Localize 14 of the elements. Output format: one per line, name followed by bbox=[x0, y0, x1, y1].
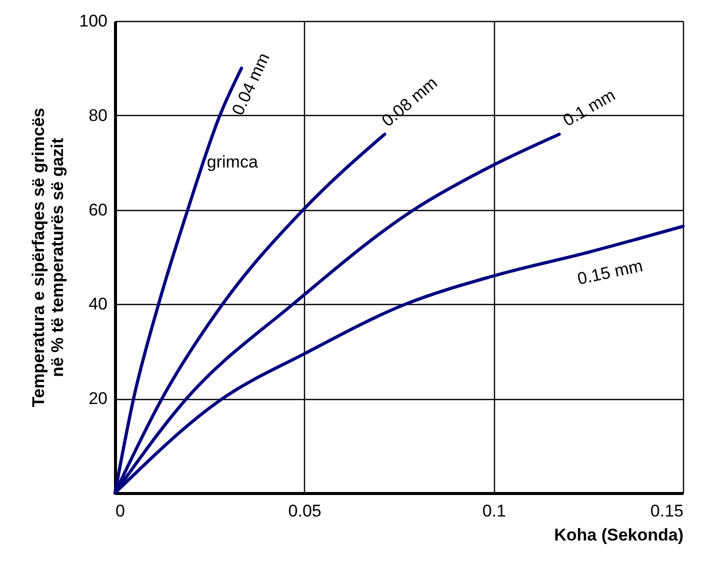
x-tick-label: 0.15 bbox=[650, 502, 684, 520]
x-tick-label: 0 bbox=[116, 502, 125, 520]
annotation: grimca bbox=[206, 152, 258, 172]
y-tick-label: 60 bbox=[88, 200, 108, 220]
x-tick-label: 0.1 bbox=[482, 502, 506, 520]
y-tick-label: 20 bbox=[88, 389, 108, 408]
y-tick-label: 100 bbox=[79, 12, 108, 30]
text: 0.15 mm bbox=[576, 256, 644, 289]
text: 0.04 mm bbox=[228, 50, 274, 118]
x-axis-title: Koha (Sekonda) bbox=[554, 526, 684, 544]
y-tick-label: 80 bbox=[88, 106, 108, 125]
x-tick-label: 0.05 bbox=[288, 502, 322, 520]
y-axis-title: Temperatura e sipërfaqes së grimcës në % të temperaturës së gazit bbox=[29, 108, 68, 408]
y-tick-label: 40 bbox=[88, 294, 108, 314]
